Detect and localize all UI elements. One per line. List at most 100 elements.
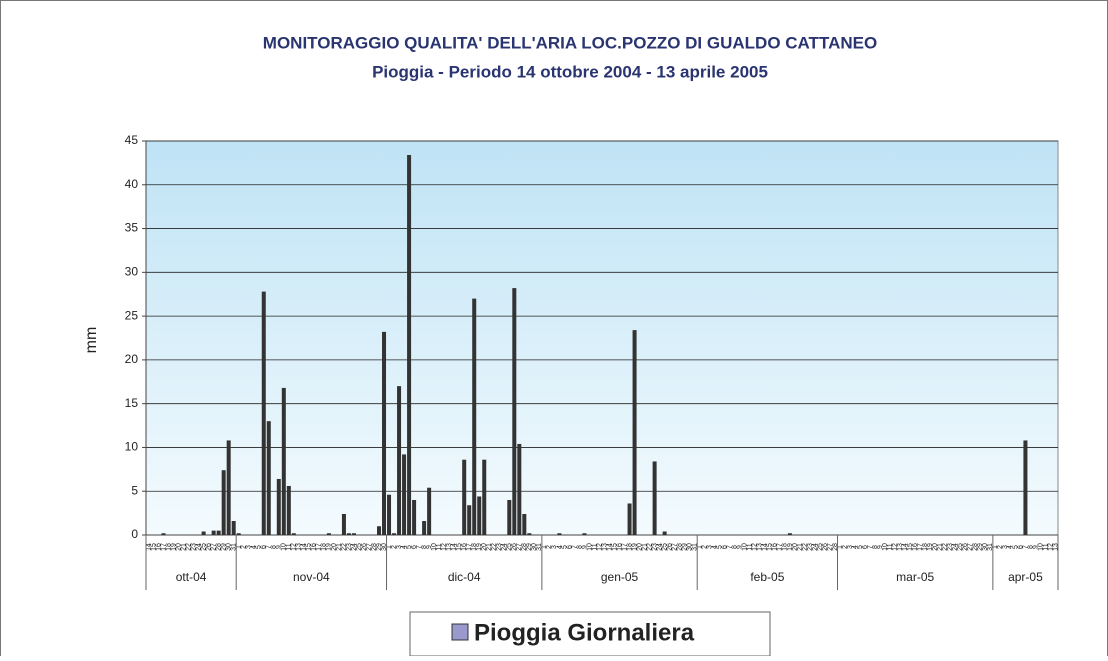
x-tick-label: 21	[937, 543, 944, 551]
bar	[221, 470, 226, 535]
x-tick-label: 1	[992, 545, 999, 549]
y-tick-label: 0	[131, 527, 138, 541]
group-label: feb-05	[750, 570, 784, 584]
bar	[291, 533, 296, 535]
x-tick-label: 7	[867, 545, 874, 549]
group-label: nov-04	[293, 570, 330, 584]
x-tick-label: 15	[150, 543, 157, 551]
x-tick-label: 18	[321, 543, 328, 551]
x-tick-label: 13	[601, 543, 608, 551]
group-label: dic-04	[448, 570, 481, 584]
x-tick-label: 6	[566, 545, 573, 549]
bar	[286, 485, 291, 535]
x-tick-label: 13	[446, 543, 453, 551]
x-tick-label: 13	[296, 543, 303, 551]
x-tick-label: 16	[912, 543, 919, 551]
bar	[392, 533, 397, 535]
x-tick-label: 16	[311, 543, 318, 551]
x-tick-label: 19	[631, 543, 638, 551]
x-tick-label: 24	[812, 543, 819, 551]
x-tick-label: 8	[576, 545, 583, 549]
x-tick-label: 2	[241, 545, 248, 549]
x-tick-label: 1	[697, 545, 704, 549]
x-tick-label: 4	[251, 545, 258, 549]
x-tick-label: 21	[486, 543, 493, 551]
x-tick-label: 26	[962, 543, 969, 551]
legend	[409, 611, 771, 657]
x-tick-label: 29	[977, 543, 984, 551]
x-tick-label: 26	[666, 543, 673, 551]
legend-swatch	[451, 623, 469, 641]
x-tick-label: 15	[306, 543, 313, 551]
x-tick-label: 9	[737, 545, 744, 549]
x-tick-label: 27	[210, 543, 217, 551]
x-tick-label: 25	[661, 543, 668, 551]
x-tick-label: 10	[431, 543, 438, 551]
x-tick-label: 29	[682, 543, 689, 551]
y-axis-label: mm	[83, 327, 100, 354]
x-tick-label: 2	[842, 545, 849, 549]
x-tick-label: 3	[246, 545, 253, 549]
bar	[662, 531, 667, 535]
bar	[161, 533, 166, 535]
x-tick-label: 7	[416, 545, 423, 549]
legend-label: Pioggia Giornaliera	[474, 619, 695, 646]
x-tick-label: 17	[466, 543, 473, 551]
x-tick-label: 8	[421, 545, 428, 549]
x-tick-label: 18	[922, 543, 929, 551]
x-tick-label: 28	[972, 543, 979, 551]
x-tick-label: 29	[376, 543, 383, 551]
x-tick-label: 23	[947, 543, 954, 551]
group-label: gen-05	[601, 570, 639, 584]
bar	[211, 530, 216, 535]
x-tick-label: 27	[967, 543, 974, 551]
bar	[377, 526, 382, 535]
y-tick-label: 20	[125, 352, 139, 366]
chart-title: MONITORAGGIO QUALITA' DELL'ARIA LOC.POZZ…	[263, 33, 877, 52]
x-tick-label: 14	[451, 543, 458, 551]
x-tick-label: 21	[336, 543, 343, 551]
x-tick-label: 11	[1042, 543, 1049, 550]
x-tick-label: 23	[190, 543, 197, 551]
x-tick-label: 14	[606, 543, 613, 551]
x-tick-label: 29	[526, 543, 533, 551]
x-tick-label: 29	[221, 543, 228, 551]
bar	[1023, 440, 1028, 535]
bar	[382, 331, 387, 535]
x-tick-label: 25	[200, 543, 207, 551]
bar	[467, 505, 472, 535]
bar	[512, 288, 517, 535]
bar	[527, 533, 532, 535]
bar	[507, 499, 512, 535]
x-tick-label: 28	[216, 543, 223, 551]
x-tick-label: 31	[692, 543, 699, 551]
bar	[427, 487, 432, 535]
x-tick-label: 11	[747, 543, 754, 550]
x-tick-label: 2	[702, 545, 709, 549]
x-tick-label: 20	[481, 543, 488, 551]
x-tick-label: 8	[1027, 545, 1034, 549]
x-tick-label: 3	[847, 545, 854, 549]
x-tick-label: 5	[857, 545, 864, 549]
x-tick-label: 14	[145, 543, 152, 551]
x-tick-label: 6	[722, 545, 729, 549]
x-tick-label: 19	[787, 543, 794, 551]
x-tick-label: 21	[180, 543, 187, 551]
x-tick-label: 4	[556, 545, 563, 549]
x-tick-label: 18	[165, 543, 172, 551]
x-tick-label: 27	[516, 543, 523, 551]
x-tick-label: 3	[1002, 545, 1009, 549]
x-tick-label: 23	[496, 543, 503, 551]
x-tick-label: 3	[396, 545, 403, 549]
x-tick-label: 24	[195, 543, 202, 551]
bar	[522, 513, 527, 535]
x-tick-label: 12	[892, 543, 899, 551]
x-tick-label: 20	[932, 543, 939, 551]
x-tick-label: 17	[777, 543, 784, 551]
x-tick-label: 20	[792, 543, 799, 551]
x-tick-label: 15	[767, 543, 774, 551]
x-tick-label: 25	[957, 543, 964, 551]
x-tick-label: 11	[286, 543, 293, 550]
x-tick-label: 9	[1032, 545, 1039, 549]
x-tick-label: 10	[742, 543, 749, 551]
